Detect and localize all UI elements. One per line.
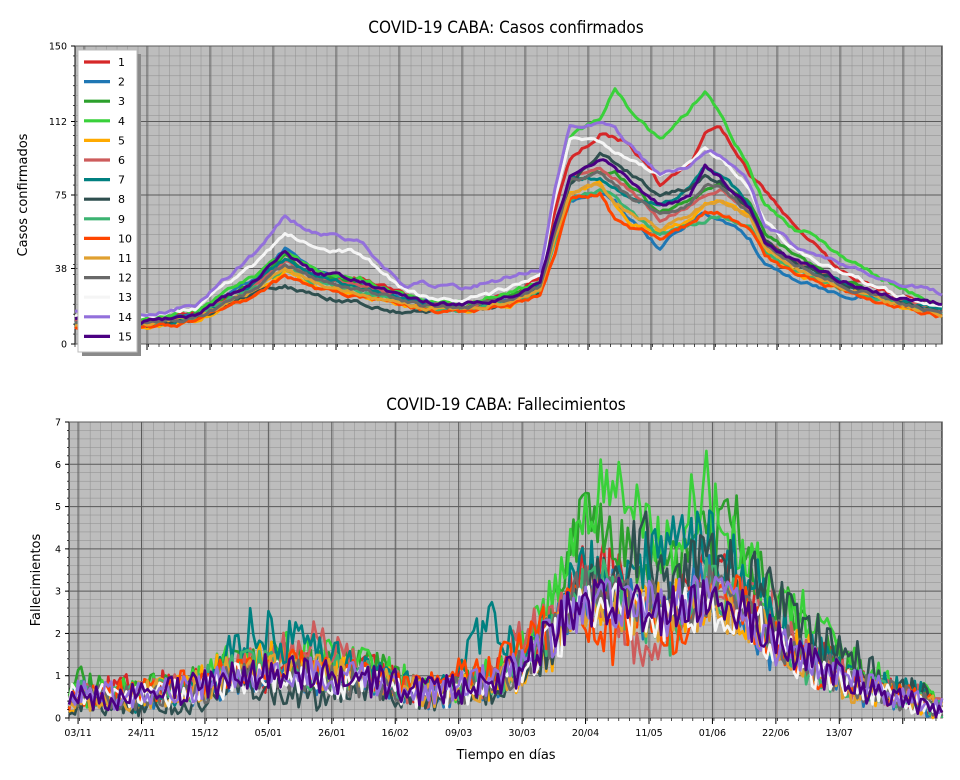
- legend-label: 5: [118, 134, 125, 147]
- legend-label: 14: [118, 311, 132, 324]
- legend-label: 7: [118, 174, 125, 187]
- x-tick-label: 20/04: [572, 728, 599, 739]
- legend-label: 10: [118, 232, 132, 245]
- legend-label: 12: [118, 272, 132, 285]
- x-axis: [74, 344, 937, 350]
- series-group: [74, 87, 943, 333]
- chart-fallecimientos: COVID-19 CABA: Fallecimientos 0 1 2 3 4 5 6 7 0…: [29, 395, 944, 763]
- y-tick-label: 5: [55, 502, 61, 513]
- chart-title: COVID-19 CABA: Fallecimientos: [386, 395, 626, 415]
- legend-label: 2: [118, 76, 125, 89]
- x-tick-label: 30/03: [508, 728, 535, 739]
- y-axis-label: Casos confirmados: [16, 133, 31, 256]
- chart-title: COVID-19 CABA: Casos confirmados: [368, 18, 643, 38]
- y-axis: 0 38 75 112 150: [49, 42, 75, 351]
- x-tick-label: 22/06: [762, 728, 789, 739]
- x-tick-label: 09/03: [445, 728, 472, 739]
- y-tick-label: 150: [49, 42, 67, 53]
- y-tick-label: 75: [55, 191, 67, 202]
- x-tick-label: 11/05: [635, 728, 662, 739]
- y-axis: 0 1 2 3 4 5 6 7: [55, 418, 69, 725]
- y-tick-label: 2: [55, 629, 61, 640]
- legend-label: 8: [118, 193, 125, 206]
- legend-label: 11: [118, 252, 132, 265]
- series-line-14: [74, 121, 943, 318]
- legend-box: [77, 49, 138, 353]
- series-line-12: [74, 170, 943, 328]
- x-tick-label: 15/12: [191, 728, 218, 739]
- y-tick-label: 7: [55, 418, 61, 429]
- y-tick-label: 0: [61, 340, 67, 351]
- x-tick-label: 26/01: [318, 728, 345, 739]
- legend-label: 3: [118, 95, 125, 108]
- legend-label: 15: [118, 330, 132, 343]
- chart-casos-confirmados: COVID-19 CABA: Casos confirmados 0387511…: [16, 18, 943, 356]
- x-tick-label: 13/07: [826, 728, 853, 739]
- y-axis-label: Fallecimientos: [29, 533, 44, 626]
- y-tick-label: 112: [49, 117, 67, 128]
- series-line-8: [68, 510, 943, 718]
- series-group: [67, 449, 944, 720]
- legend-label: 13: [118, 291, 132, 304]
- y-tick-label: 38: [55, 264, 67, 275]
- y-tick-label: 1: [55, 671, 61, 682]
- x-tick-label: 16/02: [382, 728, 409, 739]
- x-axis-label: Tiempo en días: [455, 748, 555, 763]
- y-tick-label: 3: [55, 587, 61, 598]
- y-tick-label: 4: [55, 544, 61, 555]
- legend-label: 9: [118, 213, 125, 226]
- grid: [75, 45, 942, 345]
- series-line-10: [74, 191, 942, 333]
- series-line-15: [74, 158, 943, 326]
- legend-label: 6: [118, 154, 125, 167]
- x-tick-label: 24/11: [128, 728, 155, 739]
- y-tick-label: 6: [55, 460, 61, 471]
- series-line-15: [67, 576, 944, 719]
- x-tick-label: 01/06: [699, 728, 726, 739]
- y-tick-label: 0: [55, 714, 61, 725]
- series-line-4: [74, 87, 943, 324]
- series-line-13: [74, 136, 943, 321]
- legend-label: 4: [118, 115, 125, 128]
- x-tick-label: 05/01: [255, 728, 282, 739]
- legend-label: 1: [118, 56, 125, 69]
- x-axis: 03/11 24/11 15/12 05/01 26/01 16/02 09/03 30/03…: [64, 718, 937, 739]
- x-tick-label: 03/11: [64, 728, 91, 739]
